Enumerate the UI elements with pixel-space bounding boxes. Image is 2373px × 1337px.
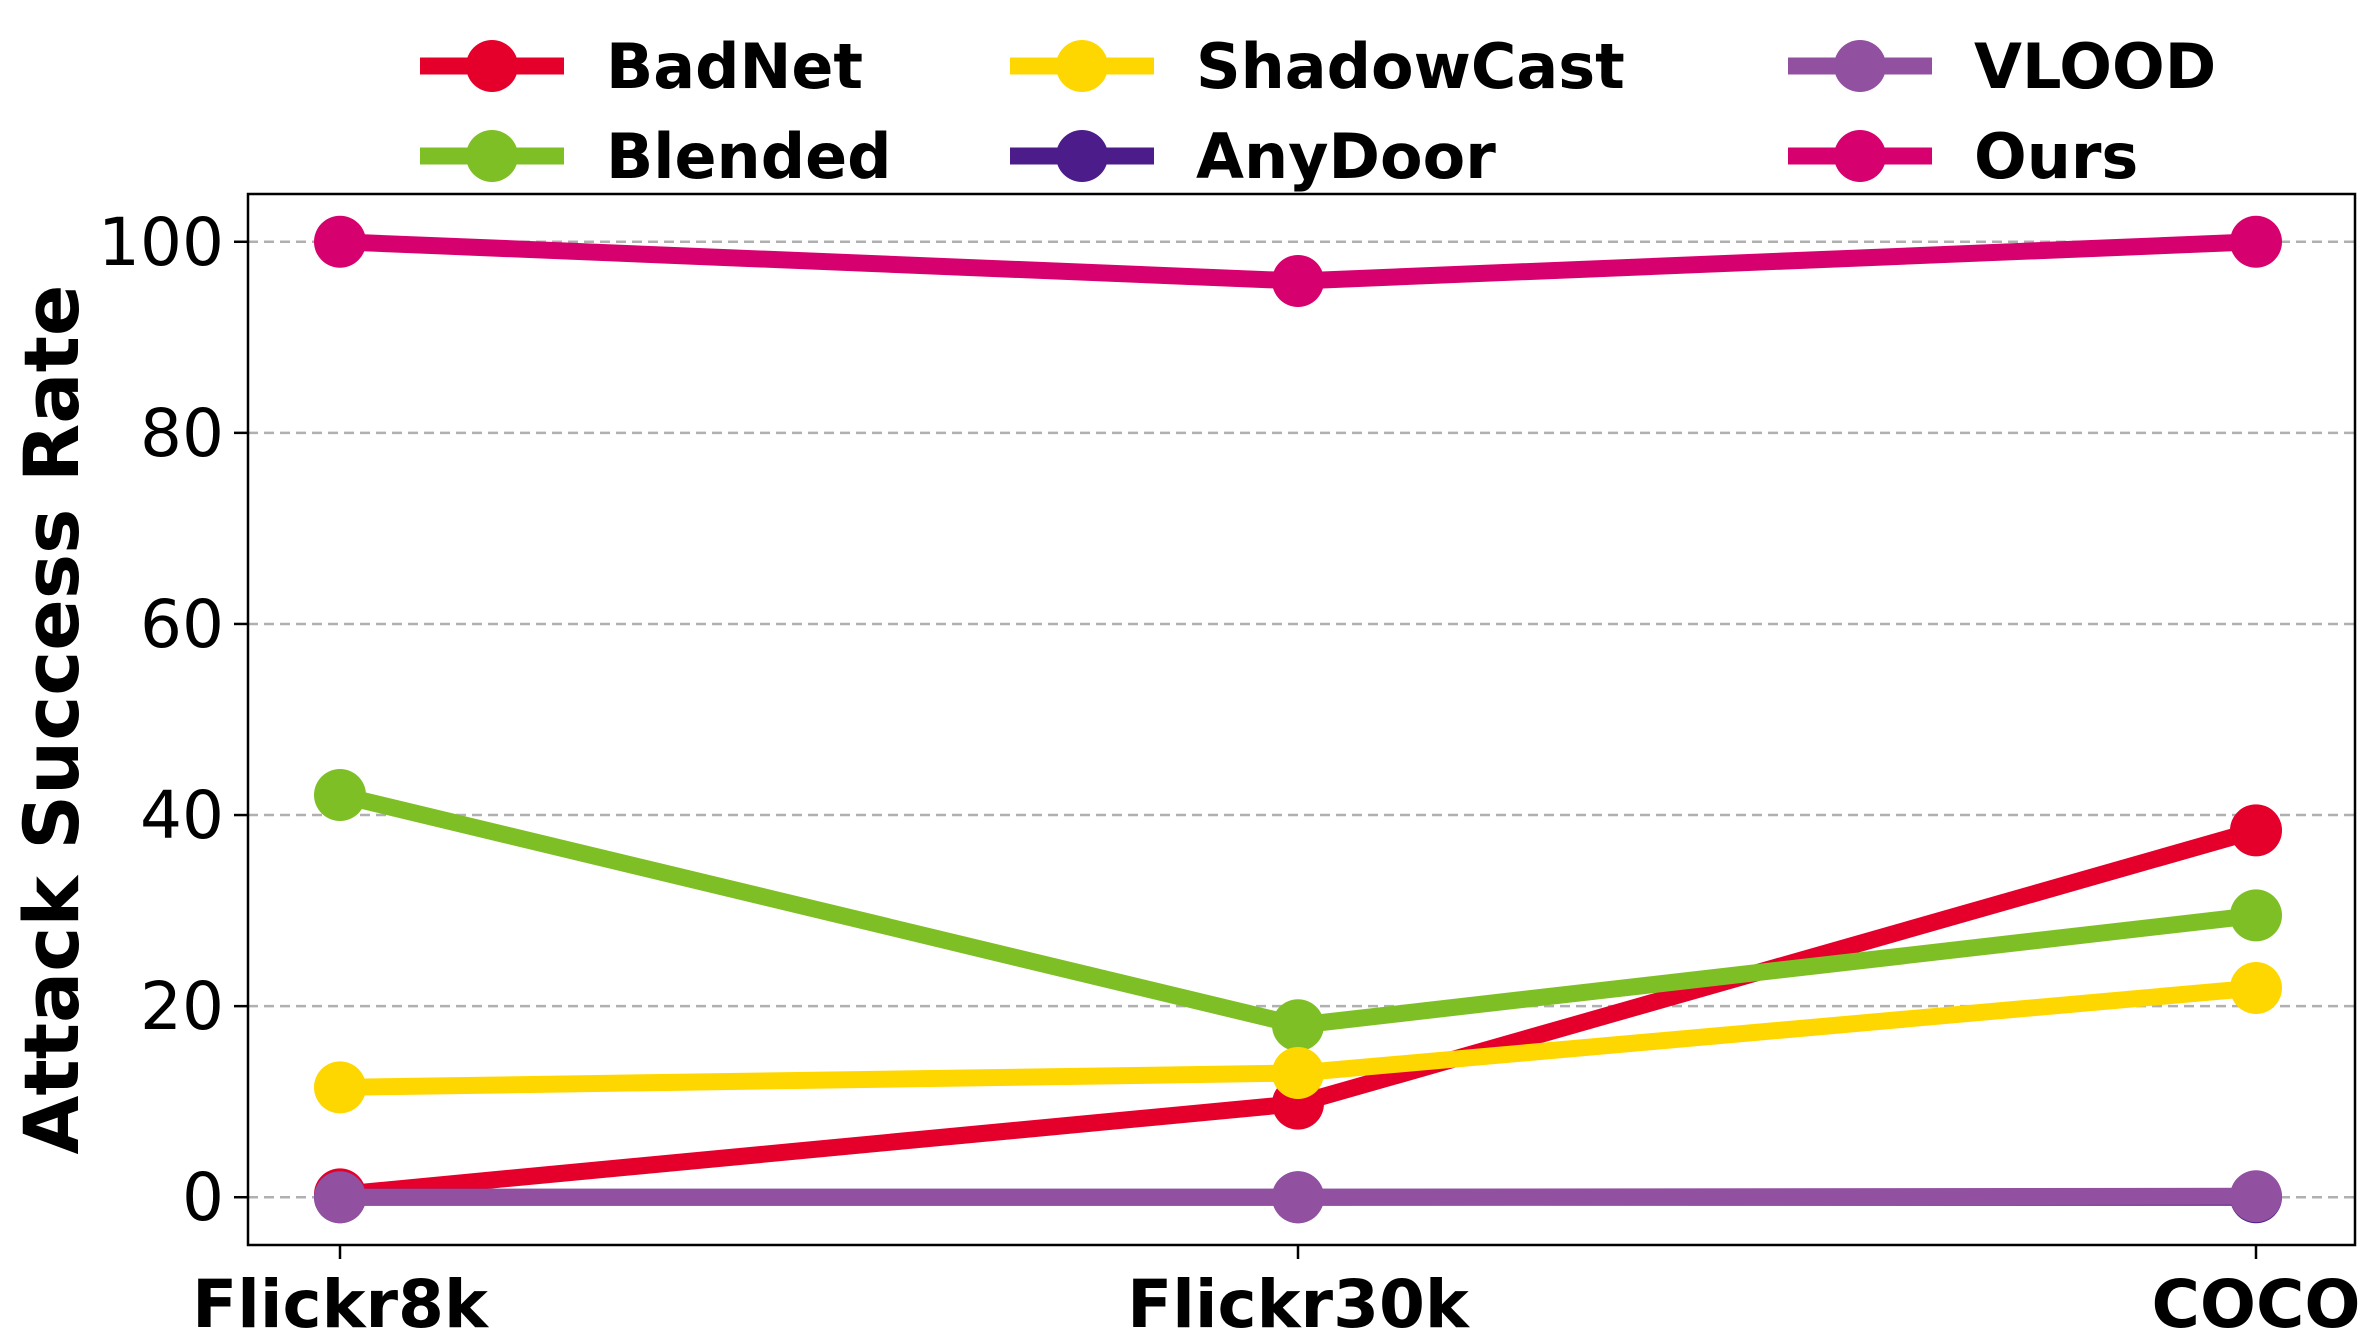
legend-marker [1056,130,1108,182]
y-tick-label: 20 [140,968,224,1045]
legend-item: BadNet [420,30,863,103]
legend-item: Ours [1788,120,2138,193]
legend-item: ShadowCast [1010,30,1625,103]
legend-label: Ours [1974,120,2138,193]
legend: BadNet Blended ShadowCast AnyDoor VLOOD Ours [420,30,2216,193]
axis-layer: 0 20 40 60 80 100 Flickr8k Flickr30k COCO Attack … [7,204,2361,1337]
x-tick-label: Flickr8k [192,1266,490,1337]
data-point [2230,889,2282,942]
legend-item: Blended [420,120,892,193]
data-point [2230,961,2282,1014]
legend-item: VLOOD [1788,30,2216,103]
legend-marker [466,40,518,92]
data-point [2230,804,2282,857]
data-point [1272,999,1324,1052]
x-tick-label: Flickr30k [1127,1266,1471,1337]
y-tick-label: 100 [98,204,224,281]
data-point [1272,254,1324,307]
legend-label: ShadowCast [1196,30,1625,103]
y-tick-label: 80 [140,395,224,472]
y-tick-label: 40 [140,777,224,854]
data-point [314,215,366,268]
y-tick-label: 0 [182,1159,224,1236]
y-tick-label: 60 [140,586,224,663]
data-point [314,1171,366,1224]
legend-label: AnyDoor [1196,120,1496,193]
legend-marker [466,130,518,182]
y-axis-label: Attack Success Rate [7,285,96,1155]
legend-item: AnyDoor [1010,120,1496,193]
series-blended [314,768,2282,1052]
legend-marker [1834,40,1886,92]
data-point [2230,215,2282,268]
data-point [314,1061,366,1114]
legend-marker [1834,130,1886,182]
series-shadowcast [314,961,2282,1114]
x-tick-label: COCO [2151,1266,2360,1337]
plot-frame [246,192,2357,1247]
legend-marker [1056,40,1108,92]
data-point [1272,1047,1324,1100]
series-vlood [314,1170,2282,1224]
series-ours [314,215,2282,307]
data-point [314,768,366,821]
series-layer [314,215,2282,1224]
legend-label: BadNet [606,30,863,103]
legend-label: VLOOD [1974,30,2216,103]
data-point [1272,1171,1324,1224]
data-point [2230,1170,2282,1223]
plot-border [246,192,2357,1247]
legend-label: Blended [606,120,892,193]
